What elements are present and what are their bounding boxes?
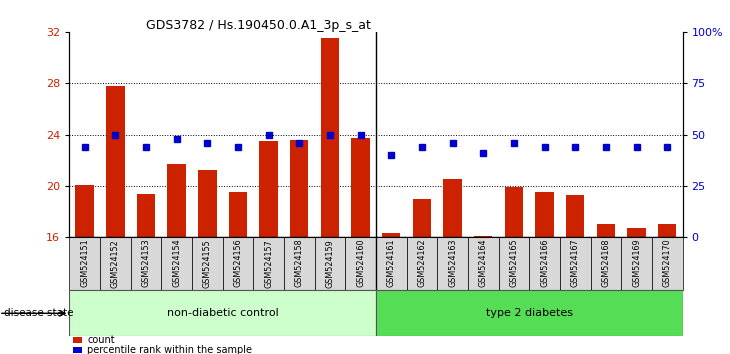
Text: GDS3782 / Hs.190450.0.A1_3p_s_at: GDS3782 / Hs.190450.0.A1_3p_s_at (146, 19, 371, 33)
Bar (259, 141, 278, 237)
Bar (228, 192, 247, 237)
Text: count: count (88, 335, 115, 345)
Bar (131, 237, 161, 290)
Bar (658, 224, 677, 237)
Text: GSM524155: GSM524155 (203, 239, 212, 287)
Bar (137, 194, 155, 237)
Bar (652, 237, 683, 290)
Bar (376, 290, 683, 336)
Bar (253, 237, 284, 290)
Bar (320, 38, 339, 237)
Text: GSM524161: GSM524161 (387, 239, 396, 287)
Text: type 2 diabetes: type 2 diabetes (485, 308, 573, 318)
Bar (591, 237, 621, 290)
Text: GSM524154: GSM524154 (172, 239, 181, 287)
Text: GSM524152: GSM524152 (111, 239, 120, 287)
Text: GSM524163: GSM524163 (448, 239, 457, 287)
Text: GSM524158: GSM524158 (295, 239, 304, 287)
Bar (284, 237, 315, 290)
Text: GSM524167: GSM524167 (571, 239, 580, 287)
Bar (161, 237, 192, 290)
Text: GSM524169: GSM524169 (632, 239, 641, 287)
Text: GSM524157: GSM524157 (264, 239, 273, 287)
Text: non-diabetic control: non-diabetic control (166, 308, 279, 318)
Bar (621, 237, 652, 290)
Bar (376, 237, 407, 290)
Bar (192, 237, 223, 290)
Bar (566, 195, 585, 237)
Bar (560, 237, 591, 290)
Text: GSM524164: GSM524164 (479, 239, 488, 287)
Bar (69, 237, 100, 290)
Bar (69, 290, 376, 336)
Bar (382, 233, 401, 237)
Bar (474, 236, 493, 237)
Bar (535, 192, 554, 237)
Text: GSM524166: GSM524166 (540, 239, 549, 287)
Text: GSM524151: GSM524151 (80, 239, 89, 287)
Bar (72, 337, 82, 343)
Bar (437, 237, 468, 290)
Text: GSM524170: GSM524170 (663, 239, 672, 287)
Bar (72, 347, 82, 353)
Bar (106, 86, 125, 237)
Bar (223, 237, 253, 290)
Bar (351, 138, 370, 237)
Bar (407, 237, 437, 290)
Text: GSM524168: GSM524168 (602, 239, 610, 287)
Text: GSM524156: GSM524156 (234, 239, 242, 287)
Bar (100, 237, 131, 290)
Text: GSM524162: GSM524162 (418, 239, 426, 287)
Bar (529, 237, 560, 290)
Text: disease state: disease state (4, 308, 73, 318)
Bar (167, 164, 186, 237)
Text: percentile rank within the sample: percentile rank within the sample (88, 345, 253, 354)
Text: GSM524165: GSM524165 (510, 239, 518, 287)
Text: GSM524159: GSM524159 (326, 239, 334, 287)
Text: GSM524160: GSM524160 (356, 239, 365, 287)
Bar (412, 199, 431, 237)
Bar (627, 228, 646, 237)
Bar (596, 224, 615, 237)
Bar (443, 179, 462, 237)
Bar (345, 237, 376, 290)
Bar (468, 237, 499, 290)
Bar (504, 187, 523, 237)
Bar (75, 184, 94, 237)
Bar (315, 237, 345, 290)
Text: GSM524153: GSM524153 (142, 239, 150, 287)
Bar (198, 170, 217, 237)
Bar (290, 139, 309, 237)
Bar (499, 237, 529, 290)
